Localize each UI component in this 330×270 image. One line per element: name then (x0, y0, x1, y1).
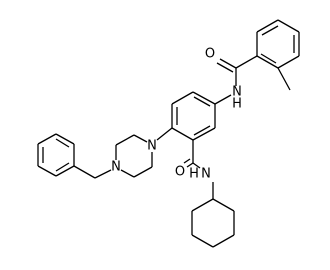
atom-label: H (189, 167, 199, 182)
atom-label: N (147, 139, 157, 154)
atom-label: N (232, 85, 242, 100)
atom-label: O (205, 47, 215, 62)
atom-label: O (175, 165, 185, 180)
atom-labels: O N H O N H N N (111, 47, 242, 182)
bonds (37, 19, 300, 248)
atom-label: H (232, 97, 242, 112)
atom-label: N (201, 167, 211, 182)
atom-label: N (111, 160, 121, 175)
